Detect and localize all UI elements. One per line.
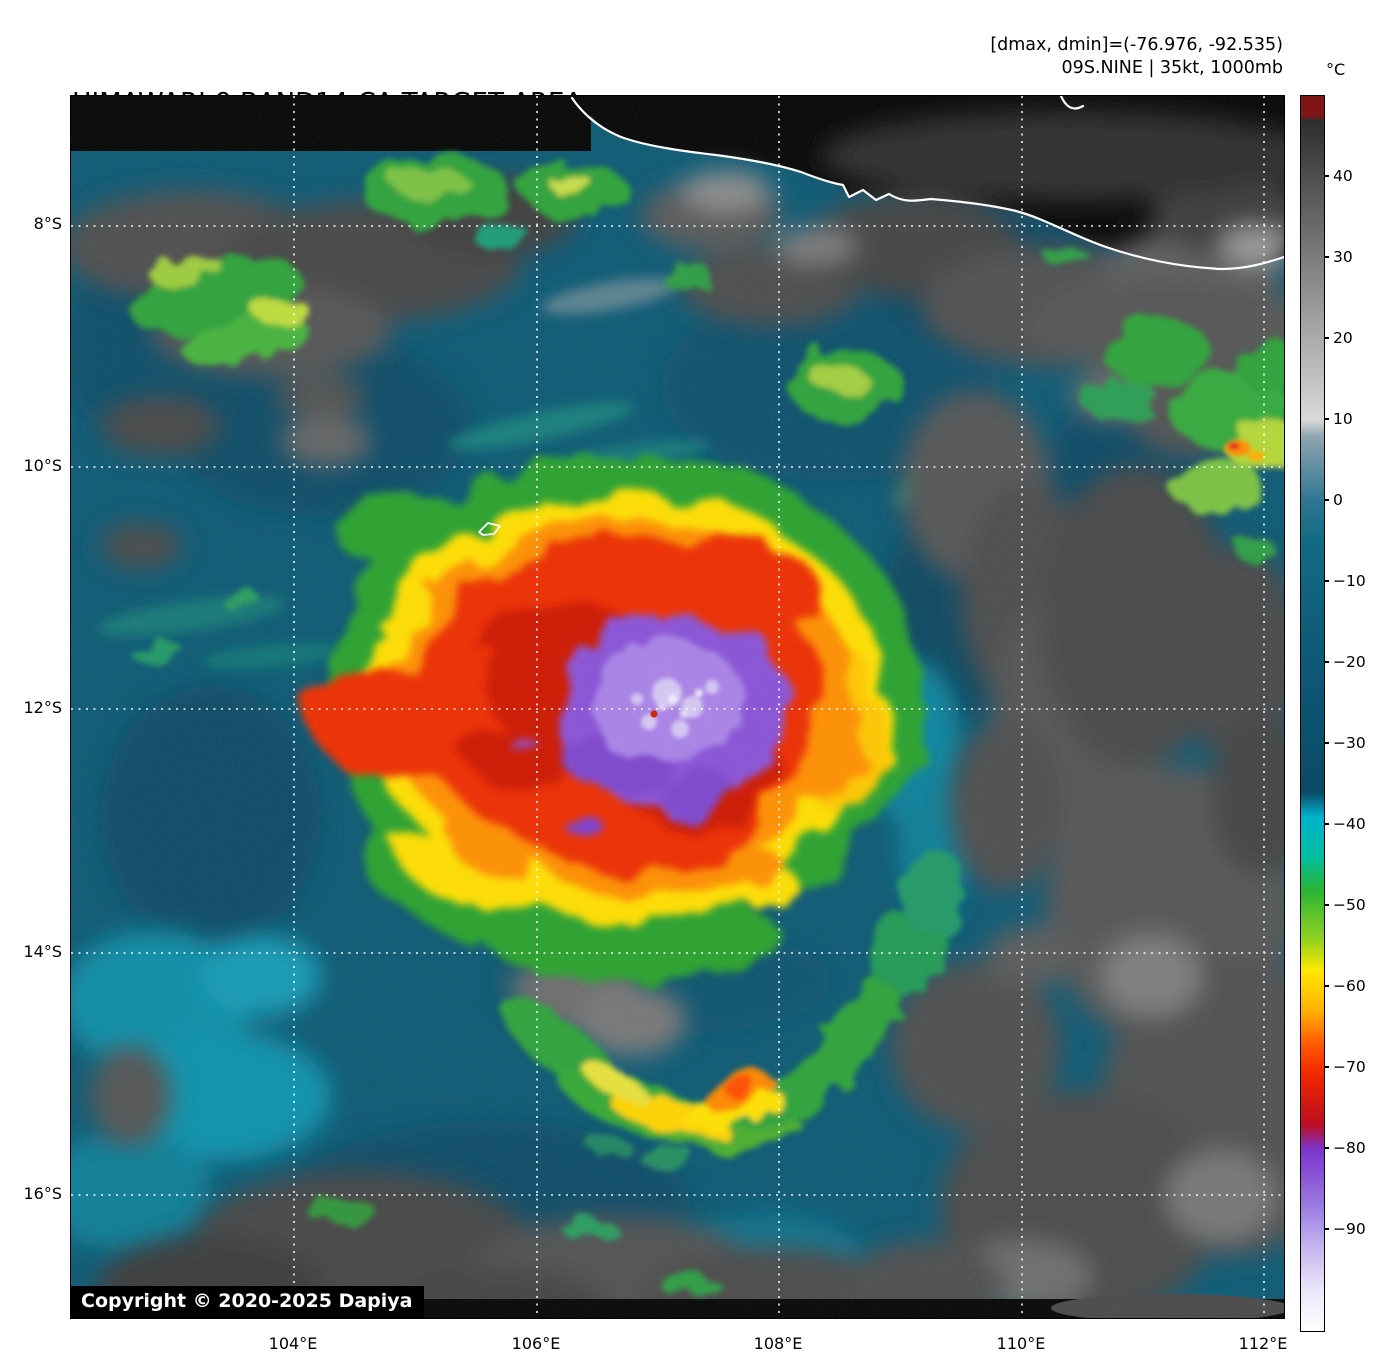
- colorbar-tick-label: 0: [1333, 490, 1343, 509]
- colorbar-tick-mark: [1324, 660, 1329, 663]
- colorbar-tick-label: −60: [1333, 976, 1366, 995]
- colorbar-tick-mark: [1324, 822, 1329, 825]
- lon-label-110e: 110°E: [996, 1334, 1046, 1353]
- lon-label-106e: 106°E: [511, 1334, 561, 1353]
- lat-label-14s: 14°S: [23, 942, 62, 961]
- colorbar-tick-mark: [1324, 1065, 1329, 1068]
- figure-header-right: [dmax, dmin]=(-76.976, -92.535) 09S.NINE…: [990, 34, 1283, 80]
- dmax-dmin-readout: [dmax, dmin]=(-76.976, -92.535): [990, 35, 1283, 55]
- colorbar-tick-mark: [1324, 1227, 1329, 1230]
- colorbar-tick-label: −40: [1333, 814, 1366, 833]
- colorbar-unit-label: °C: [1326, 60, 1346, 79]
- colorbar-tick-label: 30: [1333, 247, 1353, 266]
- colorbar-tick-mark: [1324, 174, 1329, 177]
- colorbar-tick-label: −50: [1333, 895, 1366, 914]
- colorbar-tick-label: −20: [1333, 652, 1366, 671]
- lon-label-108e: 108°E: [753, 1334, 803, 1353]
- lat-label-16s: 16°S: [23, 1184, 62, 1203]
- lon-label-112e: 112°E: [1238, 1334, 1288, 1353]
- colorbar-tick-label: −90: [1333, 1219, 1366, 1238]
- lat-label-12s: 12°S: [23, 698, 62, 717]
- colorbar-tick-mark: [1324, 1146, 1329, 1149]
- colorbar: [1300, 95, 1325, 1332]
- lat-label-10s: 10°S: [23, 456, 62, 475]
- copyright-badge: Copyright © 2020-2025 Dapiya: [71, 1286, 425, 1318]
- colorbar-tick-label: 40: [1333, 166, 1353, 185]
- noise-overlay: [71, 96, 1284, 1318]
- lon-label-104e: 104°E: [268, 1334, 318, 1353]
- colorbar-tick-mark: [1324, 984, 1329, 987]
- satellite-map: Copyright © 2020-2025 Dapiya: [70, 95, 1285, 1319]
- storm-info: 09S.NINE | 35kt, 1000mb: [1061, 58, 1283, 78]
- colorbar-tick-label: −30: [1333, 733, 1366, 752]
- colorbar-tick-label: −10: [1333, 571, 1366, 590]
- colorbar-tick-label: 10: [1333, 409, 1353, 428]
- colorbar-tick-mark: [1324, 417, 1329, 420]
- colorbar-tick-label: 20: [1333, 328, 1353, 347]
- colorbar-tick-mark: [1324, 579, 1329, 582]
- colorbar-tick-mark: [1324, 498, 1329, 501]
- satellite-scene: [71, 96, 1284, 1318]
- colorbar-gradient: [1301, 96, 1324, 1331]
- colorbar-tick-label: −70: [1333, 1057, 1366, 1076]
- lat-label-8s: 8°S: [33, 214, 62, 233]
- colorbar-tick-label: −80: [1333, 1138, 1366, 1157]
- colorbar-tick-mark: [1324, 336, 1329, 339]
- colorbar-tick-mark: [1324, 903, 1329, 906]
- colorbar-tick-mark: [1324, 741, 1329, 744]
- colorbar-tick-mark: [1324, 255, 1329, 258]
- grid-lines: [71, 96, 1284, 1318]
